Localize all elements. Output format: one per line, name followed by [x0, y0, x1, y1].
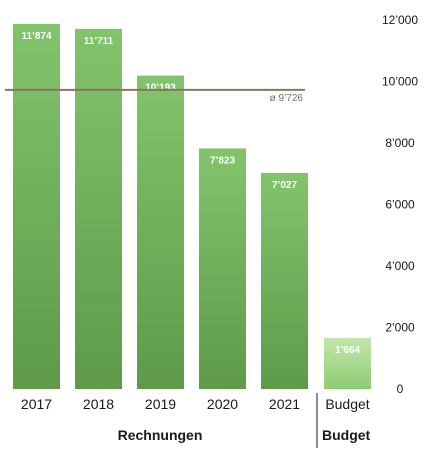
bar-value-label: 10’193 — [145, 83, 176, 94]
category-label: Budget — [325, 396, 369, 412]
bar-value-label: 1’664 — [335, 345, 360, 356]
y-tick-label: 4’000 — [385, 259, 415, 273]
bar-value-label: 11’874 — [21, 31, 51, 42]
y-tick-label: 10’000 — [382, 75, 418, 89]
group-label-budget: Budget — [322, 427, 371, 443]
bar-2018 — [75, 28, 122, 389]
average-label: ø 9’726 — [270, 93, 304, 104]
y-tick-label: 6’000 — [385, 198, 415, 212]
y-axis: 0 2’000 4’000 6’000 8’000 10’000 12’000 — [382, 13, 418, 396]
bar-value-label: 7’027 — [272, 180, 297, 191]
y-tick-label: 8’000 — [385, 136, 415, 150]
bar-2021 — [261, 172, 308, 389]
bar-value-label: 11’711 — [84, 36, 114, 47]
category-label: 2021 — [269, 396, 300, 412]
y-tick-label: 12’000 — [382, 13, 418, 27]
bar-2020 — [199, 148, 246, 389]
group-label-rechnungen: Rechnungen — [118, 427, 203, 443]
bars-layer: 11’874 11’711 10’193 7’823 7’027 1’664 — [13, 23, 371, 389]
category-label: 2020 — [207, 396, 238, 412]
bar-budget — [324, 337, 371, 389]
y-tick-label: 2’000 — [385, 321, 415, 335]
bar-2017 — [13, 23, 60, 389]
category-label: 2019 — [145, 396, 176, 412]
x-axis: 2017 2018 2019 2020 2021 Budget Rechnungen Budg… — [21, 393, 371, 448]
y-tick-label: 0 — [397, 382, 404, 396]
category-label: 2017 — [21, 396, 52, 412]
bar-2019 — [137, 75, 184, 389]
average-layer: ø 9’726 — [5, 88, 305, 104]
bar-value-label: 7’823 — [210, 155, 235, 166]
category-label: 2018 — [83, 396, 114, 412]
